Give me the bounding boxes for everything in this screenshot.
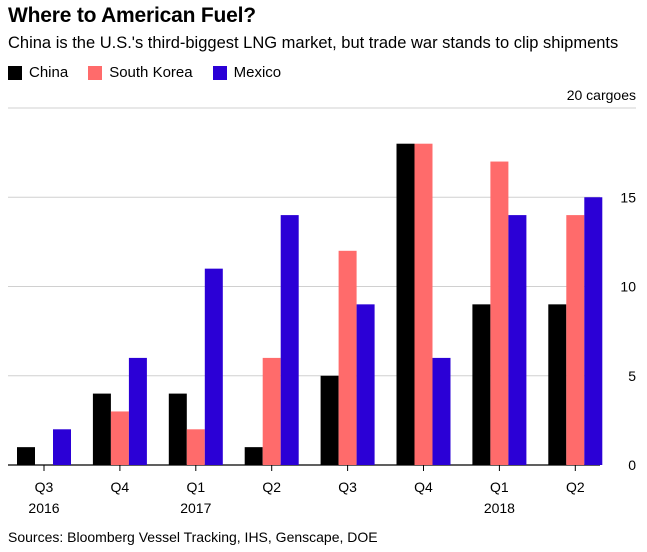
- chart-title: Where to American Fuel?: [8, 4, 256, 27]
- x-tick-year-label: 2016: [28, 500, 59, 516]
- y-tick-label: 5: [628, 368, 636, 384]
- bar-south-korea: [186, 429, 205, 465]
- bar-china: [548, 304, 567, 465]
- x-tick-year-label: 2018: [484, 500, 515, 516]
- bar-china: [472, 304, 491, 465]
- source-note: Sources: Bloomberg Vessel Tracking, IHS,…: [8, 529, 378, 545]
- bar-china: [17, 447, 35, 465]
- legend-label-china: China: [29, 64, 69, 81]
- bar-south-korea: [490, 161, 509, 466]
- legend-swatch-south-korea: [88, 65, 103, 80]
- y-tick-label: 10: [620, 279, 636, 295]
- bar-china: [320, 375, 339, 465]
- x-tick-label: Q3: [35, 479, 54, 495]
- x-tick-label: Q3: [338, 479, 357, 495]
- x-tick-label: Q2: [262, 479, 281, 495]
- bar-china: [244, 447, 263, 465]
- x-tick-label: Q2: [566, 479, 585, 495]
- bar-mexico: [204, 268, 223, 465]
- bar-mexico: [53, 429, 71, 465]
- legend-item-south-korea: South Korea: [88, 64, 193, 81]
- bar-south-korea: [566, 215, 585, 465]
- x-tick-label: Q1: [186, 479, 205, 495]
- bar-south-korea: [110, 411, 129, 465]
- bar-south-korea: [338, 250, 357, 465]
- bar-mexico: [280, 215, 299, 465]
- y-tick-label: 20 cargoes: [567, 87, 636, 103]
- x-tick-label: Q4: [111, 479, 130, 495]
- legend-item-china: China: [8, 64, 68, 81]
- legend: China South Korea Mexico: [8, 64, 301, 81]
- x-tick-year-label: 2017: [180, 500, 211, 516]
- bar-mexico: [432, 357, 451, 465]
- legend-item-mexico: Mexico: [212, 64, 282, 81]
- bar-china: [92, 393, 111, 465]
- y-tick-label: 15: [620, 189, 636, 205]
- legend-label-mexico: Mexico: [233, 64, 282, 81]
- bar-china: [168, 393, 187, 465]
- bar-china: [396, 143, 415, 465]
- bar-mexico: [356, 304, 375, 465]
- x-tick-label: Q1: [490, 479, 509, 495]
- y-tick-label: 0: [628, 457, 636, 473]
- bar-mexico: [584, 197, 603, 465]
- chart-subtitle: China is the U.S.'s third-biggest LNG ma…: [8, 34, 619, 52]
- legend-label-south-korea: South Korea: [109, 64, 193, 81]
- x-tick-label: Q4: [414, 479, 433, 495]
- bar-mexico: [128, 357, 147, 465]
- bar-south-korea: [262, 357, 281, 465]
- legend-swatch-mexico: [212, 65, 227, 80]
- bar-mexico: [508, 215, 527, 465]
- legend-swatch-china: [8, 65, 22, 80]
- bar-south-korea: [414, 143, 433, 465]
